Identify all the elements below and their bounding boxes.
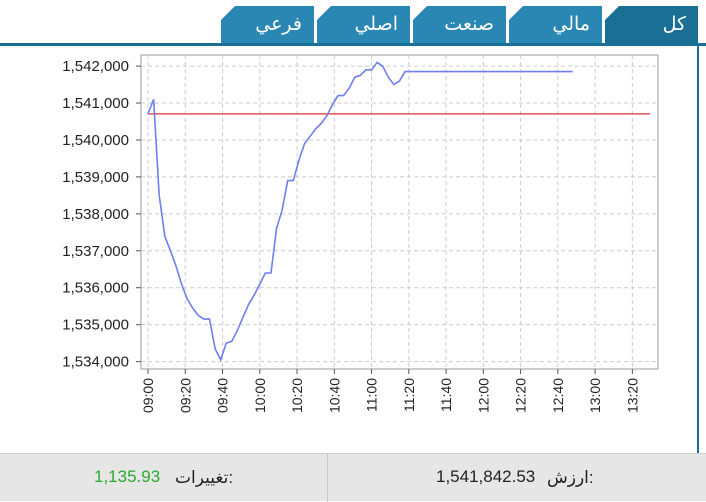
y-tick-label: 1,539,000 — [62, 169, 129, 186]
tab-secondary-label: فرعي — [255, 14, 302, 35]
plot-area — [140, 54, 659, 370]
x-tick-label: 11:00 — [364, 378, 380, 412]
y-tick-label: 1,538,000 — [62, 206, 129, 223]
index-value: 1,541,842.53 — [436, 467, 536, 486]
y-tick-label: 1,541,000 — [62, 95, 129, 112]
grid-lines — [141, 55, 658, 369]
x-tick-label: 10:20 — [289, 378, 305, 413]
tab-financial-label: مالي — [552, 14, 590, 35]
series-line — [147, 61, 573, 362]
x-tick-label: 11:40 — [438, 378, 454, 412]
panel-right-border — [697, 46, 699, 453]
x-tick-label: 12:00 — [475, 378, 491, 413]
value-label: ارزش: — [547, 468, 594, 487]
x-tick-label: 12:20 — [513, 378, 529, 413]
x-tick-label: 10:00 — [252, 378, 268, 413]
change-label: تغييرات: — [175, 468, 234, 487]
y-tick-label: 1,535,000 — [62, 317, 129, 334]
y-tick-label: 1,534,000 — [62, 354, 129, 371]
index-tab-bar: كل مالي صنعت اصلي فرعي — [0, 0, 706, 46]
change-value: 1,135.93 — [94, 467, 161, 486]
y-tick-label: 1,537,000 — [62, 243, 129, 260]
y-tick-label: 1,536,000 — [62, 280, 129, 297]
x-tick-label: 09:20 — [177, 378, 193, 413]
tab-industry[interactable]: صنعت — [412, 6, 506, 43]
tab-all-label: كل — [662, 14, 686, 35]
x-tick-label: 10:40 — [326, 378, 342, 413]
index-line-chart: 1,534,000 1,535,000 1,536,000 1,537,000 1,53… — [62, 54, 659, 413]
summary-footer: ارزش: 1,541,842.53 تغييرات: 1,135.93 — [0, 453, 706, 502]
tab-all[interactable]: كل — [604, 6, 698, 43]
y-tick-label: 1,542,000 — [62, 58, 129, 75]
tab-secondary[interactable]: فرعي — [220, 6, 314, 43]
x-tick-label: 09:00 — [140, 378, 156, 413]
y-axis: 1,534,000 1,535,000 1,536,000 1,537,000 1,53… — [62, 58, 141, 371]
x-axis: 09:00 09:20 09:40 10:00 10:20 10:40 11:00 11:20… — [140, 369, 640, 413]
tab-main-label: اصلي — [354, 14, 398, 35]
y-tick-label: 1,540,000 — [62, 132, 129, 149]
tab-financial[interactable]: مالي — [508, 6, 602, 43]
tab-industry-label: صنعت — [444, 14, 494, 35]
tab-main[interactable]: اصلي — [316, 6, 410, 43]
x-tick-label: 12:40 — [550, 378, 566, 413]
x-tick-label: 09:40 — [215, 378, 231, 413]
footer-divider — [327, 454, 328, 502]
tab-bar-underline — [0, 43, 706, 46]
x-tick-label: 13:20 — [624, 378, 640, 413]
x-tick-label: 13:00 — [587, 378, 603, 413]
x-tick-label: 11:20 — [401, 378, 417, 412]
